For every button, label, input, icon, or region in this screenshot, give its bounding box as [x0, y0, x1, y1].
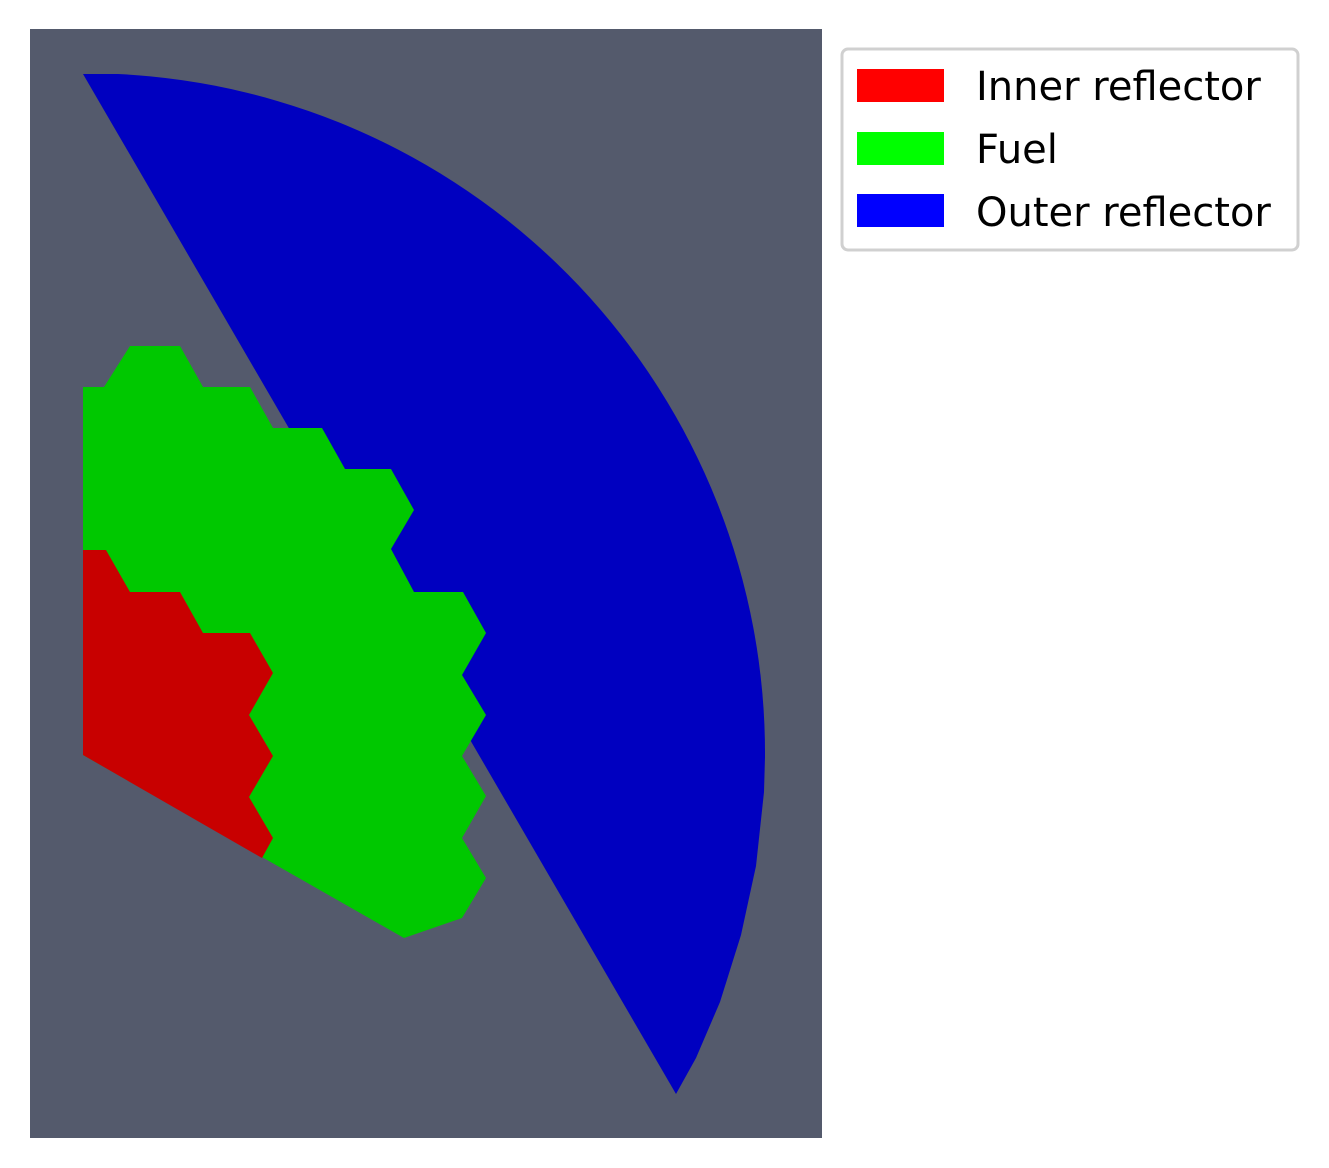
legend-swatch-fuel [857, 132, 944, 165]
legend-label-fuel: Fuel [976, 127, 1058, 173]
legend-item-fuel: Fuel [857, 127, 1058, 173]
legend-item-outer-reflector: Outer reflector [857, 190, 1271, 236]
legend-label-inner-reflector: Inner reflector [976, 64, 1261, 110]
inner-reflector-region [83, 550, 273, 858]
legend-label-outer-reflector: Outer reflector [976, 190, 1271, 236]
legend-item-inner-reflector: Inner reflector [857, 64, 1261, 110]
outer-reflector-region [83, 74, 766, 1094]
legend: Inner reflector Fuel Outer reflector [840, 47, 1300, 252]
legend-swatch-inner-reflector [857, 69, 944, 102]
legend-swatch-outer-reflector [857, 194, 944, 227]
legend-frame [840, 47, 1300, 252]
